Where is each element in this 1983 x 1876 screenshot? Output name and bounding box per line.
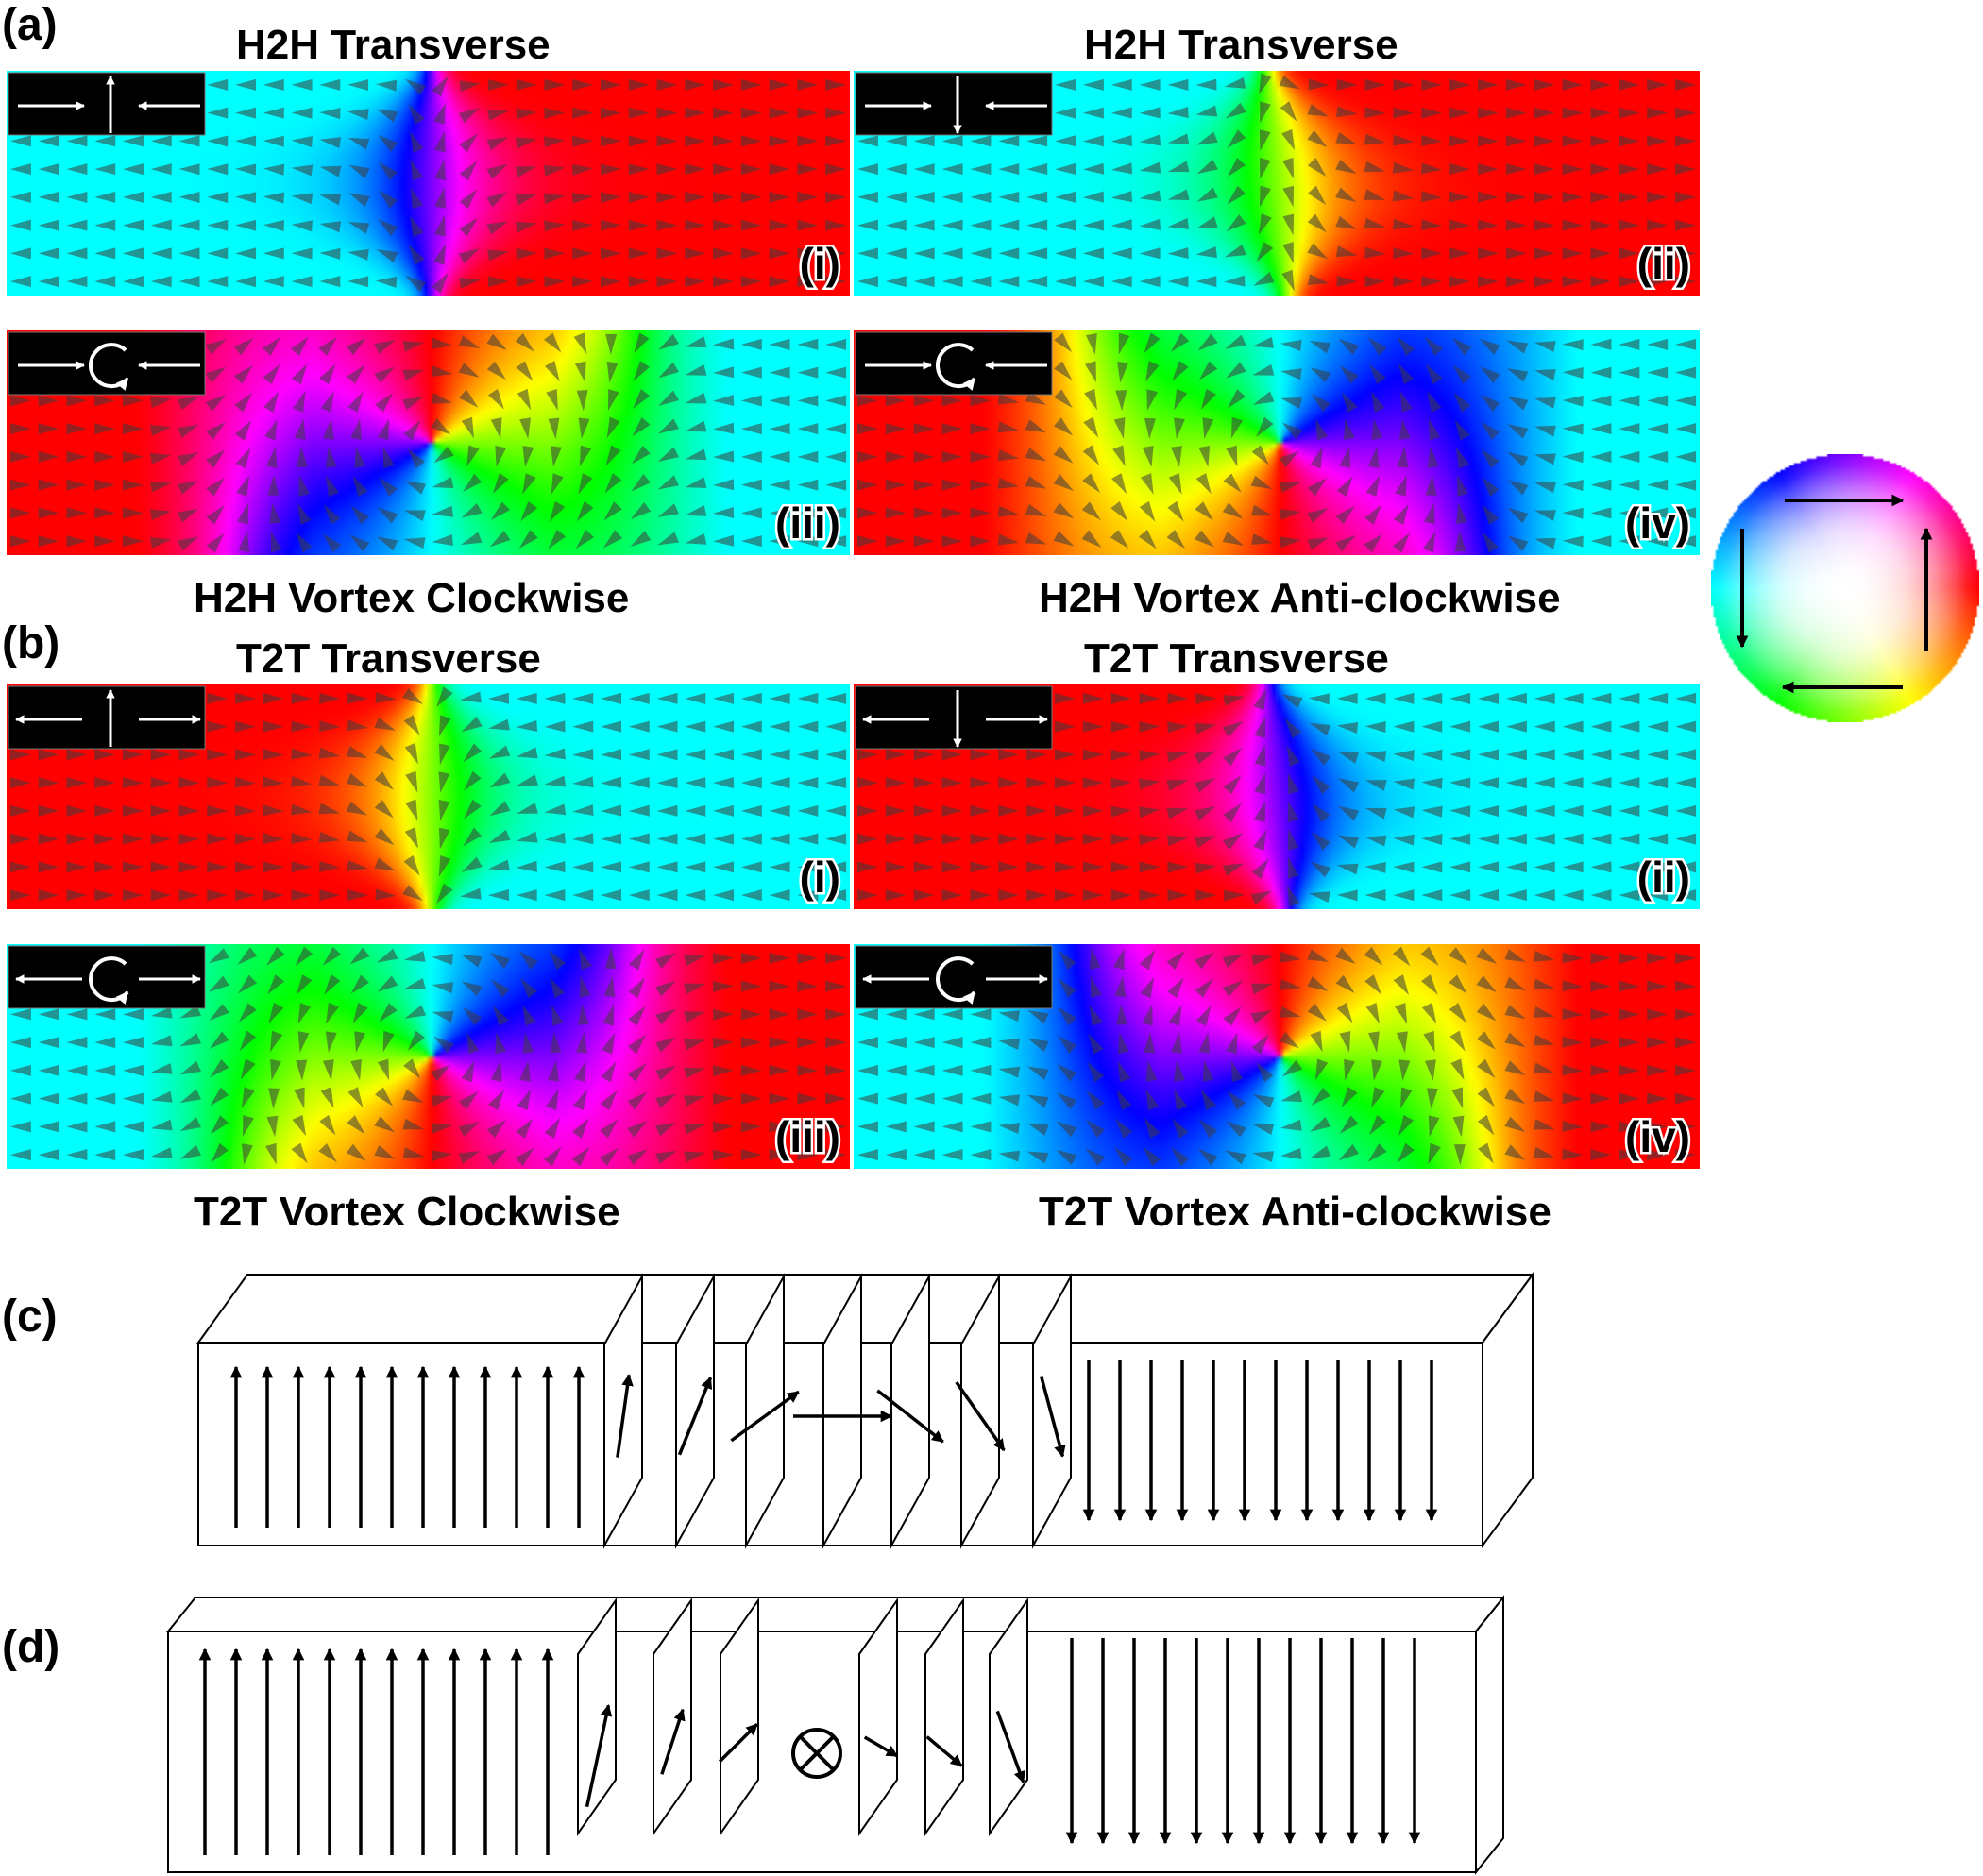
panel-a-map-iv: (iv) <box>854 330 1700 555</box>
map-index-label: (ii) <box>1637 853 1690 902</box>
map-index-label: (iii) <box>775 1112 840 1161</box>
vortex-anticlockwise-inset <box>855 945 1053 1009</box>
panel-b-caption-iii: T2T Vortex Clockwise <box>194 1189 620 1235</box>
magnetization-arrow-grid <box>856 332 1697 553</box>
panel-a-title-ii: H2H Transverse <box>1084 22 1398 68</box>
color-wheel <box>1711 454 1979 722</box>
map-index-label: (ii) <box>1637 239 1690 288</box>
bloch-wall-diagram <box>196 1271 1534 1549</box>
panel-label-d: (d) <box>2 1622 59 1672</box>
transverse-up-inset <box>8 685 206 750</box>
panel-b-title-ii: T2T Transverse <box>1084 635 1389 682</box>
transverse-down-inset <box>855 685 1053 750</box>
panel-a-map-ii: (ii) <box>854 71 1700 296</box>
panel-a-map-i: (i) <box>7 71 850 296</box>
map-index-label: (i) <box>800 239 840 288</box>
map-index-label: (iii) <box>775 499 840 548</box>
panel-a-caption-iii: H2H Vortex Clockwise <box>194 575 629 621</box>
panel-label-a: (a) <box>2 0 58 50</box>
panel-a-title-i: H2H Transverse <box>236 22 551 68</box>
map-index-label: (iv) <box>1625 499 1690 548</box>
panel-b-caption-iv: T2T Vortex Anti-clockwise <box>1039 1189 1551 1235</box>
vortex-clockwise-inset <box>8 945 206 1009</box>
magnetization-arrow-grid <box>856 946 1697 1167</box>
panel-b-map-iii: (iii) <box>7 944 850 1169</box>
magnetization-arrow-grid <box>856 73 1697 292</box>
transverse-up-inset <box>8 72 206 136</box>
panel-a-caption-iv: H2H Vortex Anti-clockwise <box>1039 575 1561 621</box>
map-index-label: (i) <box>800 853 840 902</box>
into-page-symbol <box>791 1728 842 1779</box>
panel-a-map-iii: (iii) <box>7 330 850 555</box>
panel-label-c: (c) <box>2 1292 58 1342</box>
panel-b-map-iv: (iv) <box>854 944 1700 1169</box>
map-index-label: (iv) <box>1625 1112 1690 1161</box>
panel-b-map-i: (i) <box>7 684 850 909</box>
magnetization-arrow-grid <box>9 76 847 294</box>
magnetization-arrow-grid <box>9 686 847 904</box>
vortex-clockwise-inset <box>8 331 206 396</box>
vortex-anticlockwise-inset <box>855 331 1053 396</box>
panel-label-b: (b) <box>2 618 59 668</box>
transverse-down-inset <box>855 72 1053 136</box>
panel-b-map-ii: (ii) <box>854 684 1700 909</box>
neel-wall-diagram <box>165 1595 1506 1875</box>
panel-b-title-i: T2T Transverse <box>236 635 541 682</box>
